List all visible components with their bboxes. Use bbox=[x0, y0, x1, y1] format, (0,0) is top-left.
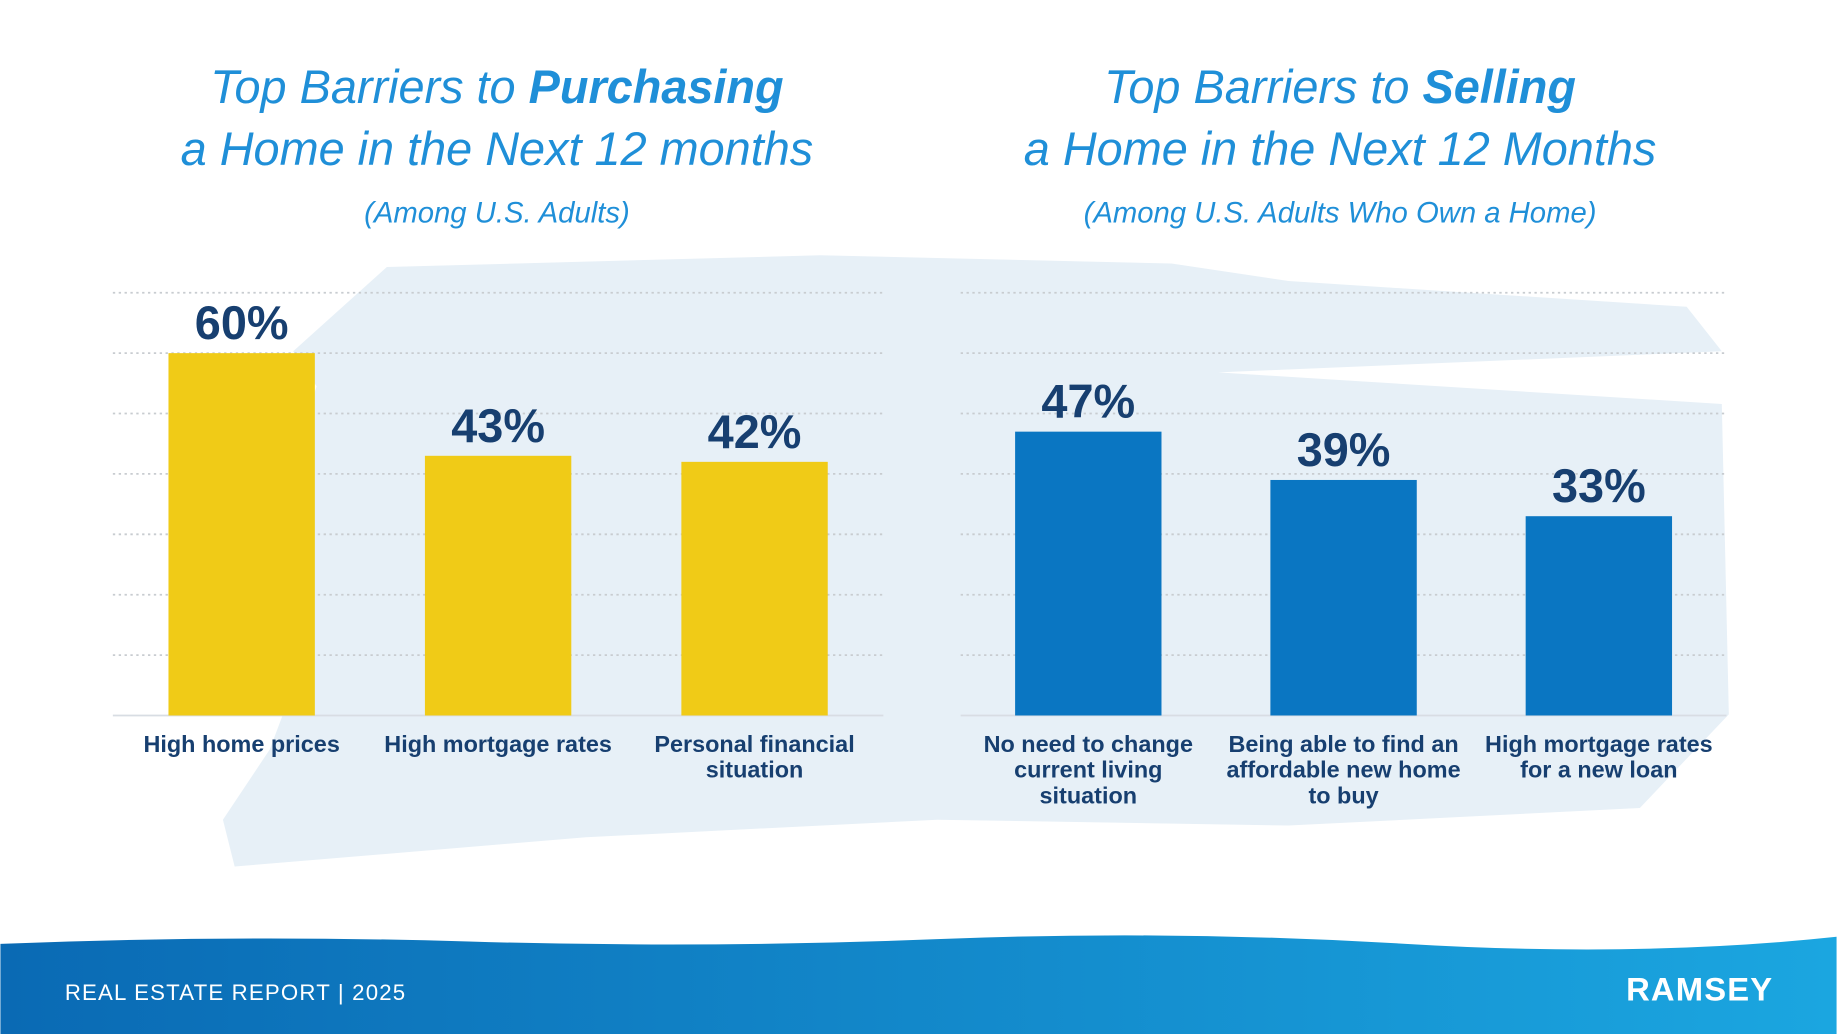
bar bbox=[681, 461, 828, 716]
chart-title: Top Barriers to Selling bbox=[1104, 61, 1576, 113]
value-label: 43% bbox=[451, 400, 545, 452]
chart-title: Top Barriers to Purchasing bbox=[210, 61, 783, 113]
bar bbox=[1015, 431, 1162, 716]
bar bbox=[1525, 516, 1673, 716]
x-tick-label: Personal financial situation bbox=[654, 731, 854, 783]
value-label: 39% bbox=[1297, 424, 1391, 476]
value-label: 42% bbox=[708, 406, 802, 458]
brand-logo: RAMSEY bbox=[1626, 971, 1773, 1008]
footer-report: REAL ESTATE REPORT | 2025 bbox=[65, 980, 407, 1005]
value-label: 47% bbox=[1041, 376, 1135, 428]
bar bbox=[168, 353, 315, 716]
chart-title-line2: a Home in the Next 12 months bbox=[181, 123, 814, 175]
footer-band bbox=[0, 935, 1837, 1034]
title-emphasis: Purchasing bbox=[529, 61, 784, 113]
title-lead: Top Barriers to bbox=[210, 61, 528, 113]
x-tick-label: High home prices bbox=[143, 731, 339, 757]
x-tick-label: High mortgage rates for a new loan bbox=[1485, 731, 1713, 783]
value-label: 60% bbox=[195, 297, 289, 349]
chart-subtitle: (Among U.S. Adults) bbox=[364, 197, 630, 229]
chart-title-line2: a Home in the Next 12 Months bbox=[1024, 123, 1657, 175]
title-lead: Top Barriers to bbox=[1104, 61, 1422, 113]
bar bbox=[424, 455, 572, 716]
value-label: 33% bbox=[1552, 460, 1646, 512]
title-emphasis: Selling bbox=[1423, 61, 1577, 113]
bar bbox=[1270, 479, 1417, 716]
x-tick-label: Being able to find an affordable new home… bbox=[1227, 731, 1461, 809]
x-tick-label: No need to change current living situation bbox=[984, 731, 1193, 809]
x-tick-label: High mortgage rates bbox=[384, 731, 612, 757]
chart-subtitle: (Among U.S. Adults Who Own a Home) bbox=[1084, 197, 1597, 229]
